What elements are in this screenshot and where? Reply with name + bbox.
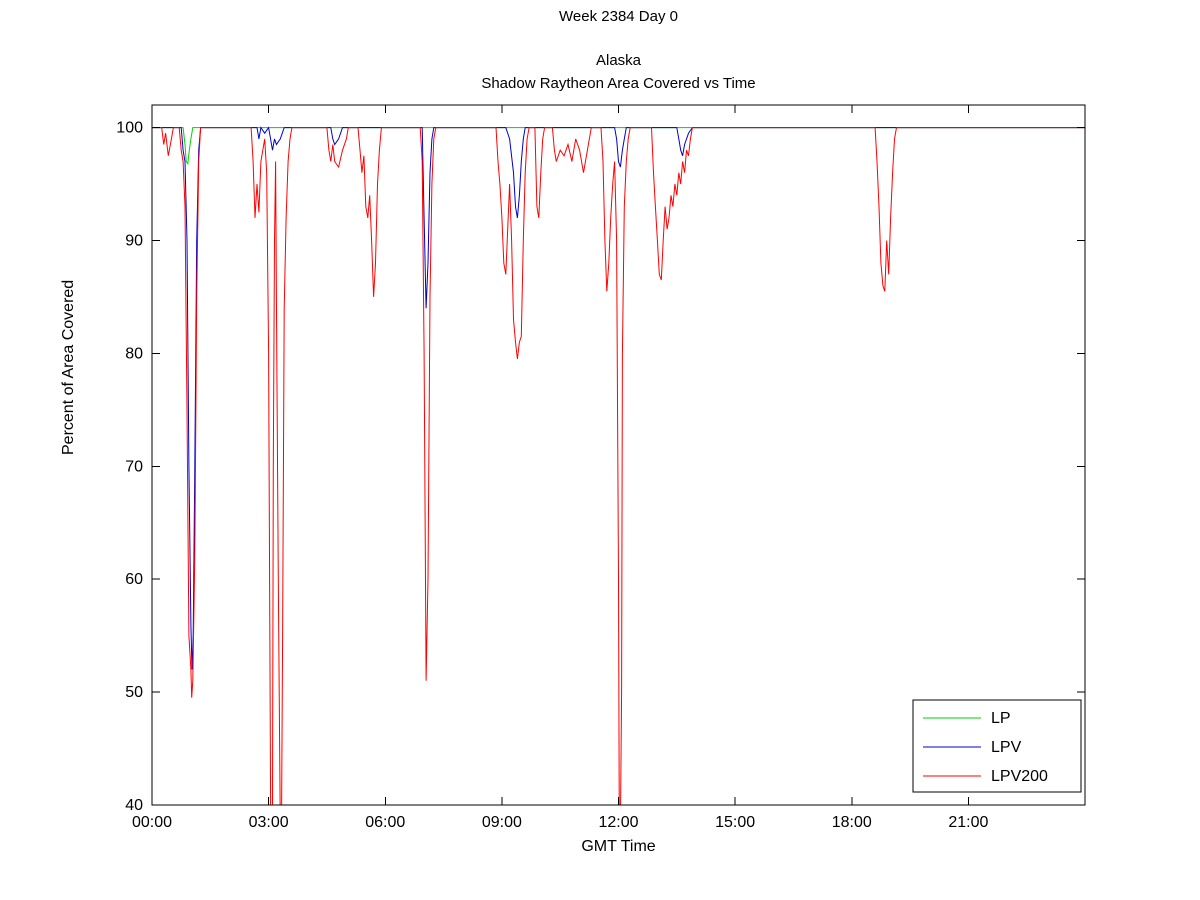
x-tick-label: 15:00: [715, 814, 755, 831]
x-tick-label: 09:00: [482, 814, 522, 831]
legend-label-LPV200: LPV200: [991, 768, 1048, 785]
y-tick-label: 90: [125, 232, 143, 249]
series-line-LPV200: [152, 127, 1085, 805]
y-tick-label: 70: [125, 458, 143, 475]
x-tick-label: 06:00: [365, 814, 405, 831]
x-tick-label: 00:00: [132, 814, 172, 831]
y-tick-label: 100: [116, 120, 143, 137]
x-tick-label: 18:00: [832, 814, 872, 831]
legend-label-LPV: LPV: [991, 739, 1022, 756]
chart-title-region: Alaska: [595, 52, 642, 69]
y-tick-label: 80: [125, 345, 143, 362]
y-tick-label: 60: [125, 571, 143, 588]
legend-label-LP: LP: [991, 710, 1011, 727]
x-tick-label: 21:00: [948, 814, 988, 831]
legend-box: [912, 699, 1082, 793]
series-line-LP: [152, 127, 1085, 166]
x-tick-label: 03:00: [249, 814, 289, 831]
series-group: [152, 126, 1085, 805]
y-tick-label: 50: [125, 684, 143, 701]
figure-suptitle: Week 2384 Day 0: [559, 8, 678, 25]
chart-title-main: Shadow Raytheon Area Covered vs Time: [481, 75, 756, 92]
x-axis-label: GMT Time: [581, 838, 656, 855]
x-tick-label: 12:00: [598, 814, 638, 831]
y-tick-label: 40: [125, 797, 143, 814]
